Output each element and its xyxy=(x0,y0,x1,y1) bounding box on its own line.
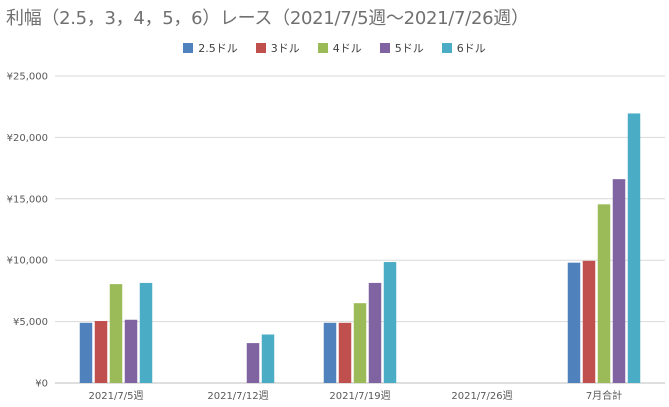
bar xyxy=(94,320,108,383)
legend-swatch xyxy=(183,43,194,53)
legend-label: 5ドル xyxy=(394,42,424,55)
legend-label: 4ドル xyxy=(332,42,362,55)
legend-item: 3ドル xyxy=(255,40,300,56)
legend-swatch xyxy=(255,43,266,53)
bar xyxy=(246,343,260,383)
legend-label: 2.5ドル xyxy=(198,42,238,55)
legend-label: 6ドル xyxy=(456,42,486,55)
y-tick-label: ¥10,000 xyxy=(7,256,48,267)
bar xyxy=(124,319,138,383)
legend-item: 2.5ドル xyxy=(183,40,238,56)
bar xyxy=(353,303,367,383)
legend-item: 6ドル xyxy=(441,40,486,56)
bar xyxy=(383,262,397,383)
y-tick-label: ¥15,000 xyxy=(7,194,48,205)
y-tick-label: ¥5,000 xyxy=(13,317,48,328)
bar xyxy=(567,262,581,383)
legend-item: 4ドル xyxy=(317,40,362,56)
bar xyxy=(338,322,352,383)
bar xyxy=(139,282,153,383)
bar xyxy=(79,322,93,383)
bar xyxy=(109,284,123,383)
x-tick-label: 2021/7/12週 xyxy=(207,390,268,402)
y-tick-label: ¥0 xyxy=(35,379,48,390)
legend-swatch xyxy=(441,43,452,53)
bar xyxy=(261,334,275,383)
legend: 2.5ドル 3ドル 4ドル 5ドル 6ドル xyxy=(0,40,669,56)
y-tick-label: ¥25,000 xyxy=(7,72,48,83)
y-tick-label: ¥20,000 xyxy=(7,133,48,144)
x-tick-label: 2021/7/5週 xyxy=(89,390,144,402)
bar xyxy=(627,113,641,383)
x-tick-label: 2021/7/26週 xyxy=(451,390,512,402)
x-tick-label: 7月合計 xyxy=(586,389,622,402)
bar xyxy=(368,282,382,383)
legend-swatch xyxy=(379,43,390,53)
bar xyxy=(323,322,337,383)
bar xyxy=(612,179,626,383)
bar xyxy=(597,204,611,383)
x-tick-label: 2021/7/19週 xyxy=(329,390,390,402)
legend-swatch xyxy=(317,43,328,53)
chart-title: 利幅（2.5，3，4，5，6）レース（2021/7/5週〜2021/7/26週） xyxy=(6,8,529,29)
legend-label: 3ドル xyxy=(270,42,300,55)
bar xyxy=(582,260,596,383)
legend-item: 5ドル xyxy=(379,40,424,56)
